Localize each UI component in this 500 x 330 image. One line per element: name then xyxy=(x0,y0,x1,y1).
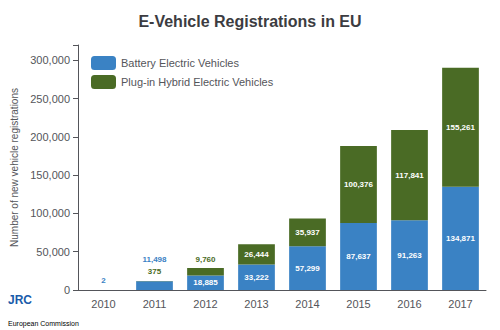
svg-text:2017: 2017 xyxy=(448,298,472,310)
svg-text:150,000: 150,000 xyxy=(30,169,70,181)
svg-text:117,841: 117,841 xyxy=(395,171,424,180)
svg-text:300,000: 300,000 xyxy=(30,54,70,66)
svg-text:100,000: 100,000 xyxy=(30,207,70,219)
svg-text:0: 0 xyxy=(64,284,70,296)
svg-text:200,000: 200,000 xyxy=(30,131,70,143)
svg-text:2010: 2010 xyxy=(91,298,115,310)
svg-text:50,000: 50,000 xyxy=(36,246,70,258)
svg-text:Number of new vehicle registra: Number of new vehicle registrations xyxy=(9,88,20,247)
svg-text:250,000: 250,000 xyxy=(30,93,70,105)
svg-text:375: 375 xyxy=(148,267,162,276)
svg-text:2015: 2015 xyxy=(346,298,370,310)
svg-text:Battery Electric Vehicles: Battery Electric Vehicles xyxy=(121,57,239,69)
svg-text:E-Vehicle Registrations in EU: E-Vehicle Registrations in EU xyxy=(138,13,361,30)
svg-text:11,498: 11,498 xyxy=(142,255,167,264)
svg-text:JRC: JRC xyxy=(8,293,32,307)
svg-text:2012: 2012 xyxy=(193,298,217,310)
svg-text:2: 2 xyxy=(101,276,106,285)
svg-text:2016: 2016 xyxy=(397,298,421,310)
svg-text:Plug-in Hybrid Electric Vehicl: Plug-in Hybrid Electric Vehicles xyxy=(121,76,274,88)
svg-text:91,263: 91,263 xyxy=(397,251,422,260)
svg-text:26,444: 26,444 xyxy=(244,250,269,259)
svg-text:100,376: 100,376 xyxy=(344,180,373,189)
svg-text:2014: 2014 xyxy=(295,298,319,310)
svg-text:35,937: 35,937 xyxy=(295,228,320,237)
svg-text:155,261: 155,261 xyxy=(446,123,475,132)
svg-text:87,637: 87,637 xyxy=(346,252,371,261)
svg-text:57,299: 57,299 xyxy=(295,264,320,273)
svg-text:9,760: 9,760 xyxy=(195,255,216,264)
svg-text:2011: 2011 xyxy=(143,298,167,310)
svg-text:European Commission: European Commission xyxy=(8,320,79,328)
svg-text:33,222: 33,222 xyxy=(244,273,269,282)
svg-text:134,871: 134,871 xyxy=(446,234,475,243)
svg-text:18,885: 18,885 xyxy=(193,278,218,287)
svg-text:2013: 2013 xyxy=(244,298,268,310)
